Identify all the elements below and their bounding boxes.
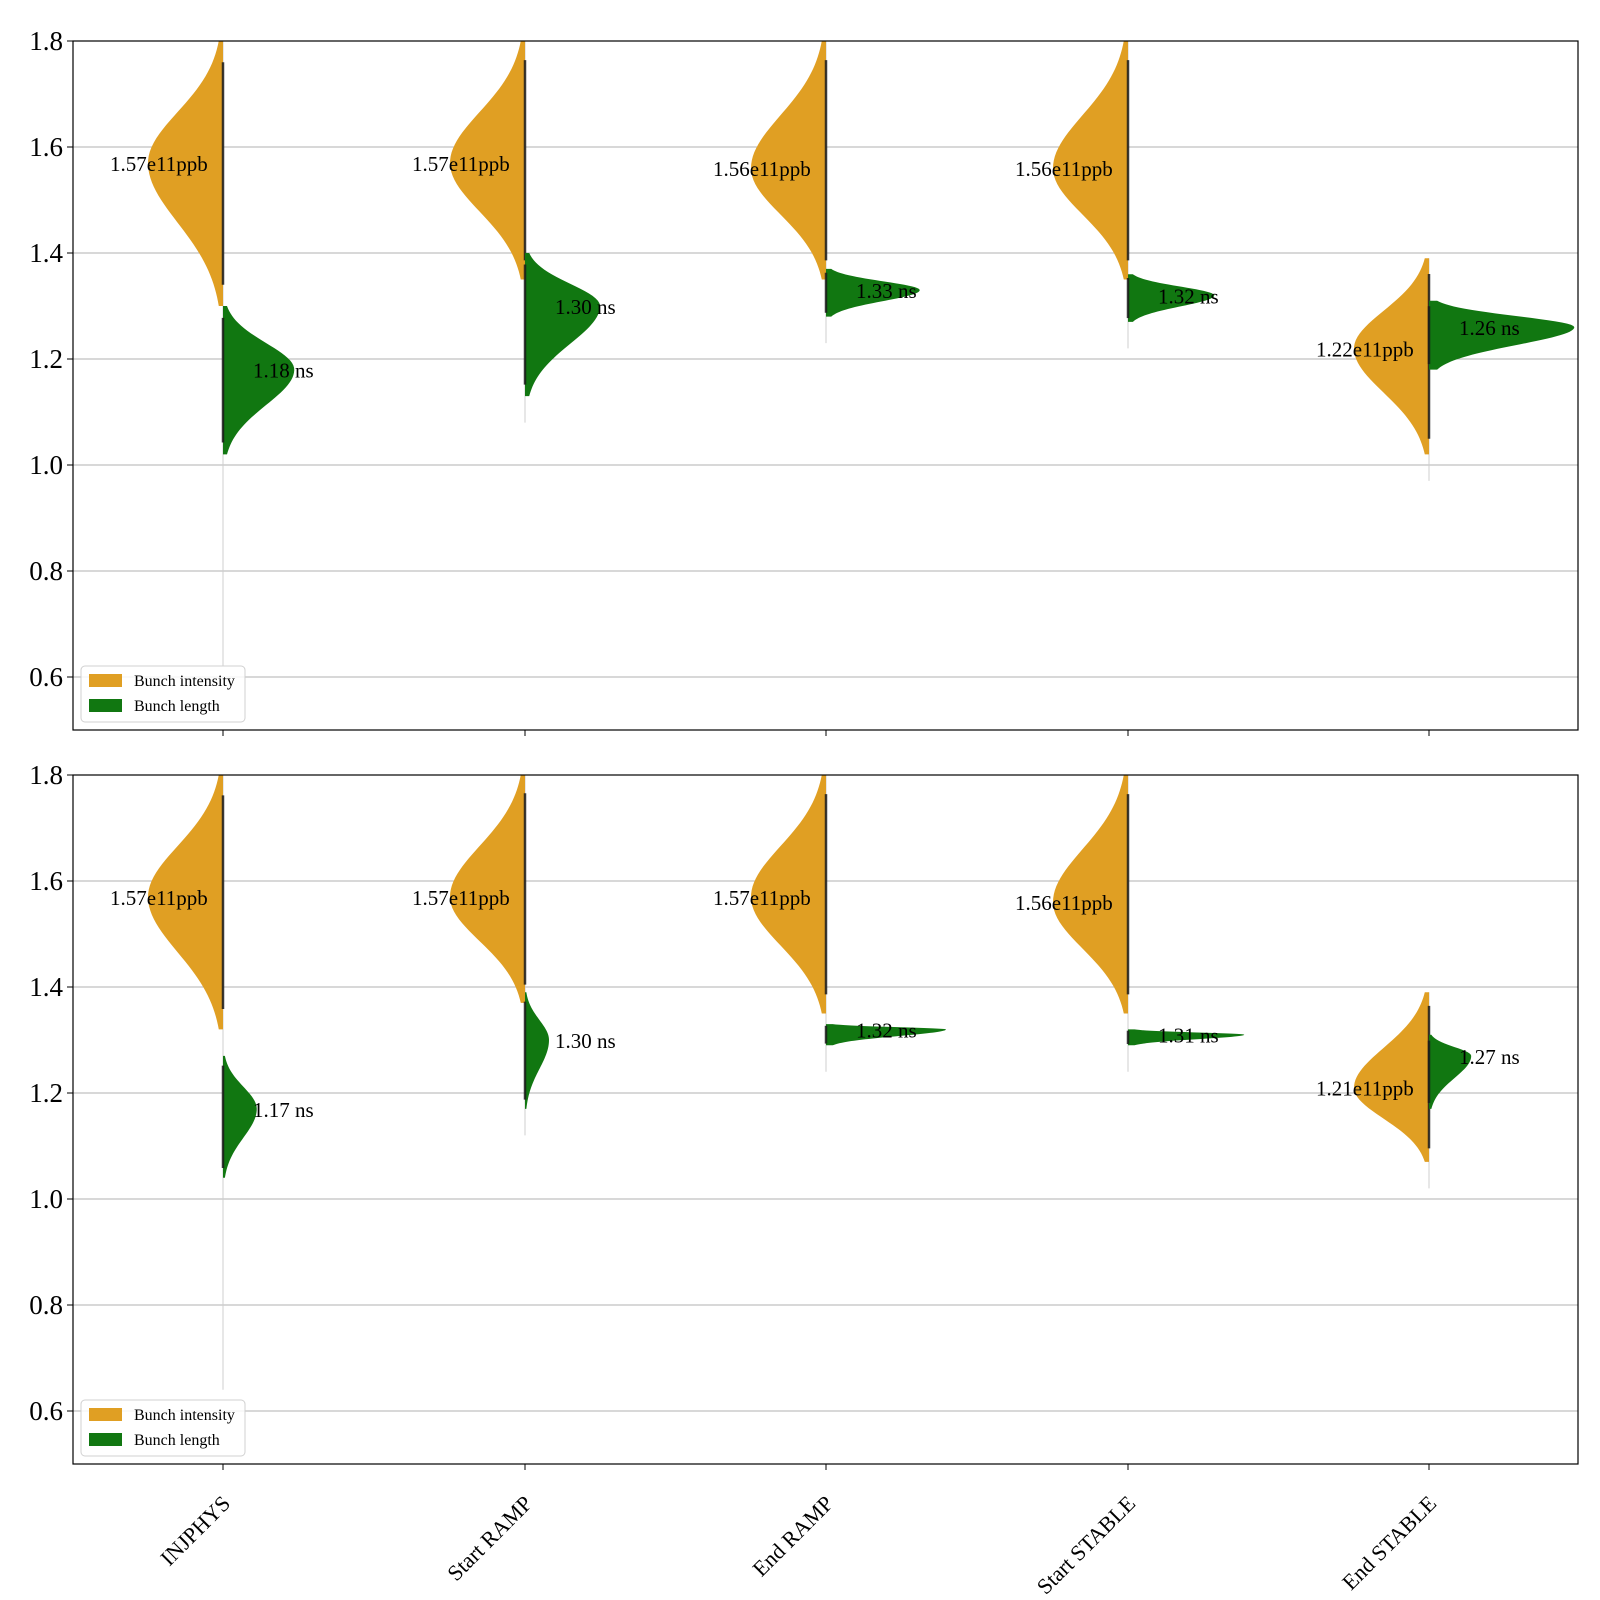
intensity-violin-5 bbox=[1354, 992, 1429, 1162]
x-tick-label: INJPHYS bbox=[155, 1491, 235, 1571]
y-tick-label: 1.8 bbox=[29, 26, 63, 56]
legend: Bunch intensity Bunch length bbox=[80, 1399, 246, 1457]
intensity-violin-1 bbox=[148, 41, 223, 306]
length-label: 1.31 ns bbox=[1158, 1024, 1219, 1048]
legend-entry: Bunch length bbox=[134, 1432, 220, 1449]
legend-swatch-intensity bbox=[89, 1408, 122, 1421]
y-tick-label: 1.6 bbox=[29, 866, 63, 896]
y-tick-label: 1.2 bbox=[29, 344, 63, 374]
y-tick-label: 0.8 bbox=[29, 1290, 63, 1320]
length-violin-2 bbox=[525, 253, 600, 397]
intensity-violin-2 bbox=[450, 775, 525, 1003]
intensity-violin-1 bbox=[148, 775, 223, 1030]
axes-frame bbox=[72, 774, 1579, 1465]
length-label: 1.32 ns bbox=[1158, 284, 1219, 308]
intensity-label: 1.57e11ppb bbox=[412, 152, 510, 176]
length-violin-3 bbox=[826, 1024, 946, 1046]
legend-entry: Bunch intensity bbox=[134, 673, 235, 690]
y-tick-label: 1.0 bbox=[29, 450, 63, 480]
length-label: 1.33 ns bbox=[856, 279, 917, 303]
x-tick-label: Start STABLE bbox=[1032, 1491, 1140, 1599]
length-violin-4 bbox=[1128, 1029, 1245, 1046]
intensity-violin-5 bbox=[1354, 258, 1429, 455]
y-tick-label: 1.2 bbox=[29, 1078, 63, 1108]
panel-1: 0.6 0.8 1.0 1.2 1.4 1.6 1.8 1.57e11ppb 1.57e11pp… bbox=[29, 26, 1579, 736]
legend-entry: Bunch length bbox=[134, 698, 220, 715]
length-violin-5 bbox=[1429, 300, 1575, 370]
legend-entry: Bunch intensity bbox=[134, 1407, 235, 1424]
y-tick-label: 0.6 bbox=[29, 1396, 63, 1426]
length-label: 1.18 ns bbox=[253, 359, 314, 383]
length-violin-3 bbox=[826, 268, 920, 317]
y-tick-label: 1.6 bbox=[29, 132, 63, 162]
intensity-violin-3 bbox=[751, 41, 826, 280]
intensity-label: 1.56e11ppb bbox=[713, 157, 811, 181]
intensity-label: 1.57e11ppb bbox=[110, 152, 208, 176]
intensity-label: 1.57e11ppb bbox=[713, 886, 811, 910]
y-tick-label: 1.0 bbox=[29, 1184, 63, 1214]
y-tick-label: 0.8 bbox=[29, 556, 63, 586]
length-label: 1.17 ns bbox=[253, 1098, 314, 1122]
intensity-label: 1.21e11ppb bbox=[1316, 1077, 1414, 1101]
length-violin-2 bbox=[525, 992, 549, 1109]
intensity-label: 1.56e11ppb bbox=[1015, 157, 1113, 181]
intensity-label: 1.22e11ppb bbox=[1316, 337, 1414, 361]
legend: Bunch intensity Bunch length bbox=[80, 665, 246, 723]
length-label: 1.30 ns bbox=[555, 295, 616, 319]
length-label: 1.30 ns bbox=[555, 1029, 616, 1053]
intensity-violin-4 bbox=[1053, 775, 1128, 1014]
intensity-violin-2 bbox=[450, 41, 525, 280]
y-tick-label: 1.8 bbox=[29, 760, 63, 790]
length-label: 1.32 ns bbox=[856, 1018, 917, 1042]
legend-swatch-length bbox=[89, 699, 122, 712]
intensity-violin-4 bbox=[1053, 41, 1128, 280]
panel-2: 0.6 0.8 1.0 1.2 1.4 1.6 1.8 1.57e11ppb 1.57e11pp… bbox=[29, 760, 1579, 1599]
x-tick-label: Start RAMP bbox=[442, 1491, 537, 1586]
x-tick-label: End RAMP bbox=[747, 1491, 838, 1582]
length-label: 1.27 ns bbox=[1459, 1045, 1520, 1069]
x-tick-label: End STABLE bbox=[1337, 1491, 1441, 1595]
length-violin-4 bbox=[1128, 274, 1215, 322]
intensity-label: 1.57e11ppb bbox=[412, 886, 510, 910]
axes-frame bbox=[72, 40, 1579, 731]
y-tick-label: 0.6 bbox=[29, 662, 63, 692]
y-tick-label: 1.4 bbox=[29, 238, 63, 268]
intensity-label: 1.56e11ppb bbox=[1015, 891, 1113, 915]
length-violin-1 bbox=[223, 1055, 257, 1178]
intensity-violin-3 bbox=[751, 775, 826, 1014]
legend-swatch-intensity bbox=[89, 674, 122, 687]
length-label: 1.26 ns bbox=[1459, 316, 1520, 340]
length-violin-5 bbox=[1429, 1034, 1472, 1109]
legend-swatch-length bbox=[89, 1433, 122, 1446]
length-violin-1 bbox=[223, 306, 295, 455]
intensity-label: 1.57e11ppb bbox=[110, 886, 208, 910]
y-tick-label: 1.4 bbox=[29, 972, 63, 1002]
